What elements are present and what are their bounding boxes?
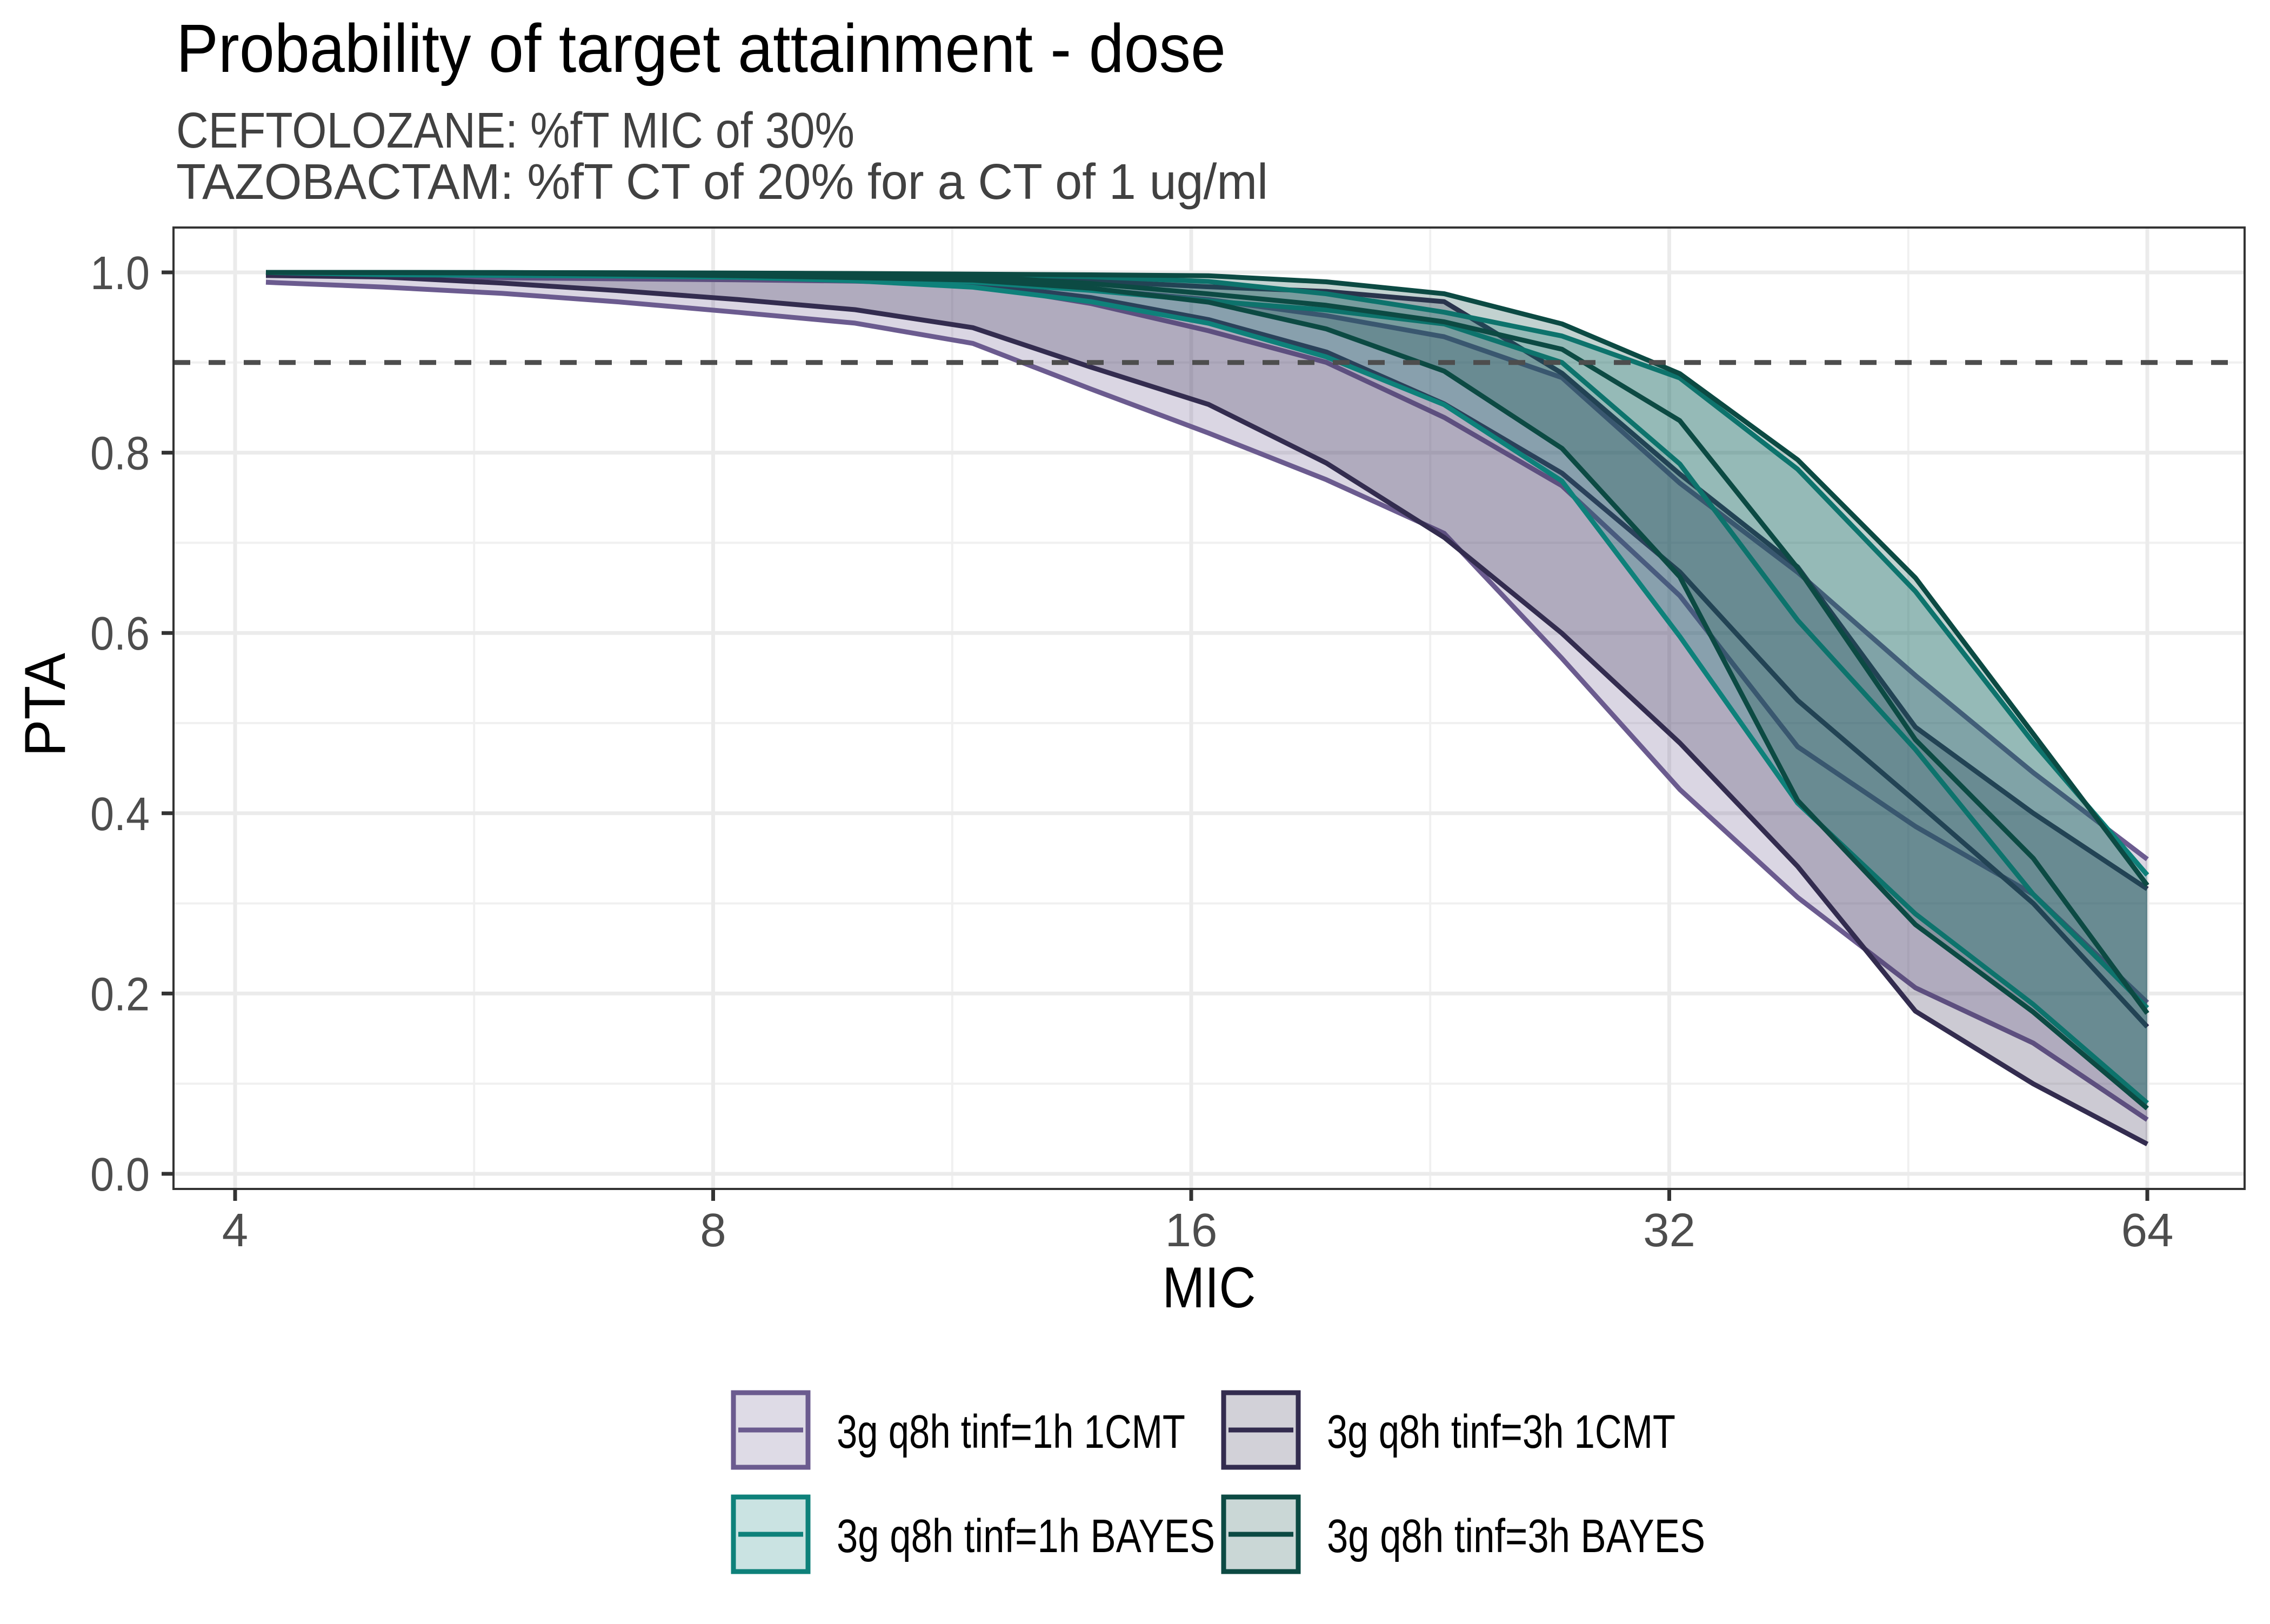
svg-text:TAZOBACTAM: %fT CT of 20% for: TAZOBACTAM: %fT CT of 20% for a CT of 1 … — [176, 153, 1268, 210]
svg-text:MIC: MIC — [1163, 1255, 1256, 1320]
svg-text:32: 32 — [1643, 1204, 1695, 1257]
svg-text:PTA: PTA — [12, 652, 77, 757]
svg-text:0.6: 0.6 — [90, 607, 150, 660]
svg-text:4: 4 — [222, 1204, 248, 1257]
svg-text:0.2: 0.2 — [90, 968, 150, 1020]
svg-text:0.0: 0.0 — [90, 1148, 150, 1201]
svg-text:CEFTOLOZANE: %fT MIC of 30%: CEFTOLOZANE: %fT MIC of 30% — [176, 102, 854, 158]
svg-text:0.8: 0.8 — [90, 427, 150, 480]
svg-text:0.4: 0.4 — [90, 788, 150, 840]
svg-text:3g q8h tinf=3h 1CMT: 3g q8h tinf=3h 1CMT — [1327, 1406, 1675, 1458]
svg-text:3g q8h tinf=3h BAYES: 3g q8h tinf=3h BAYES — [1327, 1510, 1705, 1562]
svg-text:64: 64 — [2121, 1204, 2174, 1257]
svg-text:8: 8 — [700, 1204, 726, 1257]
svg-text:16: 16 — [1165, 1204, 1218, 1257]
svg-text:3g q8h tinf=1h BAYES: 3g q8h tinf=1h BAYES — [837, 1510, 1215, 1562]
svg-text:3g q8h tinf=1h 1CMT: 3g q8h tinf=1h 1CMT — [837, 1406, 1185, 1458]
svg-text:Probability of target attainme: Probability of target attainment - dose — [176, 10, 1226, 86]
svg-text:1.0: 1.0 — [90, 247, 150, 299]
